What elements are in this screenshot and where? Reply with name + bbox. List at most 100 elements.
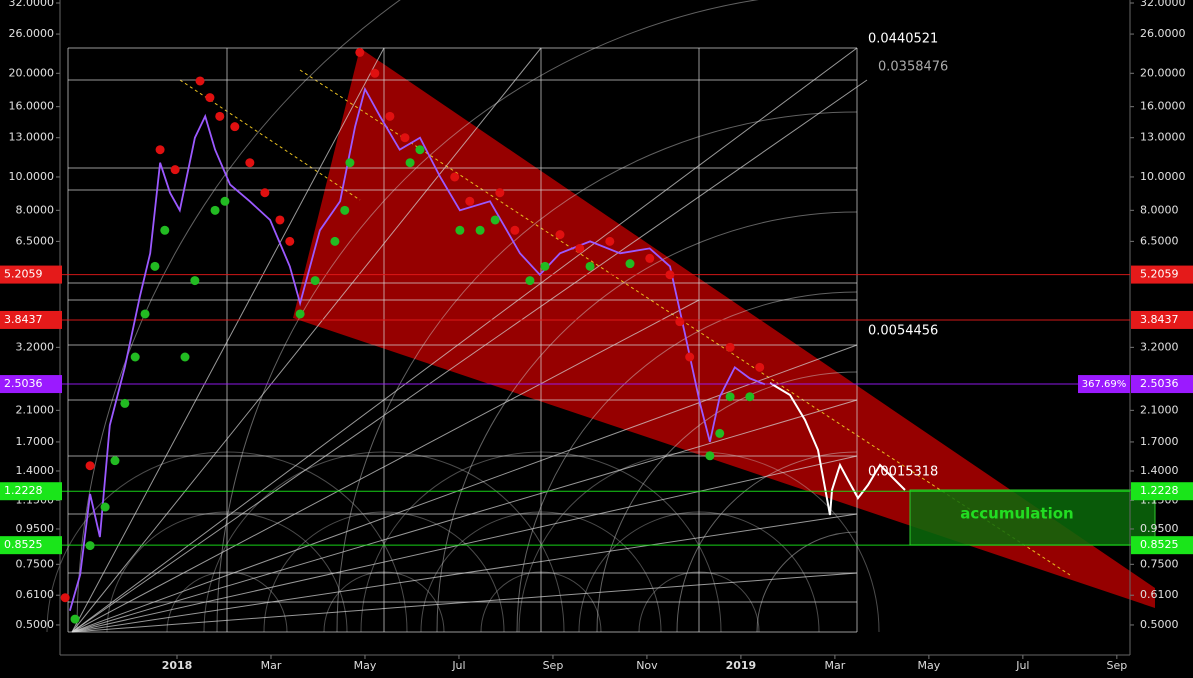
gann-arc (216, 0, 760, 633)
sar-dot (60, 593, 70, 603)
y-tick-label: 8.0000 (16, 203, 55, 216)
sar-dot (675, 317, 685, 327)
gann-arc (480, 571, 602, 633)
price-badge (0, 482, 62, 501)
fib-label: 0.0440521 (868, 32, 938, 47)
gann-grid (46, 0, 880, 633)
price-badge (0, 265, 62, 284)
sar-dot (85, 541, 95, 551)
gann-fan-line (71, 455, 858, 633)
gann-arc (638, 571, 760, 633)
gann-arc (516, 291, 858, 633)
y-tick-label: 8.0000 (1140, 203, 1179, 216)
y-tick-label: 2.1000 (1140, 403, 1179, 416)
percent-badge (1078, 375, 1130, 394)
sar-dot (455, 225, 465, 235)
y-tick-label: 1.7000 (16, 435, 55, 448)
price-badge (1131, 310, 1193, 329)
sar-dot (345, 158, 355, 168)
sar-dot (490, 215, 500, 225)
y-tick-label: 0.9500 (16, 522, 55, 535)
sar-dot (220, 196, 230, 206)
sar-dot (575, 243, 585, 253)
annotation: accumulation (960, 505, 1073, 523)
sar-dot (755, 362, 765, 372)
y-tick-label: 6.5000 (16, 234, 55, 247)
y-tick-label: 1.7000 (1140, 435, 1179, 448)
price-badge (0, 375, 62, 394)
y-tick-label: 13.0000 (9, 131, 55, 144)
price-badge-label: 1.2228 (4, 484, 43, 497)
price-badge-label: 1.2228 (1140, 484, 1179, 497)
sar-dot (745, 392, 755, 402)
gann-arc (263, 511, 505, 633)
y-tick-label: 26.0000 (1140, 27, 1186, 40)
x-tick-label: Mar (261, 659, 282, 672)
sar-dot (215, 111, 225, 121)
gann-arc (360, 451, 722, 633)
gann-arc (203, 451, 565, 633)
price-badge-label: 3.8437 (4, 313, 43, 326)
sar-dot (245, 158, 255, 168)
sar-dot (140, 309, 150, 319)
x-tick-label: Jul (451, 659, 465, 672)
sar-dot (130, 352, 140, 362)
y-tick-label: 16.0000 (1140, 100, 1186, 113)
y-tick-label: 0.5000 (1140, 618, 1179, 631)
sar-dot (525, 276, 535, 286)
sar-dot (725, 342, 735, 352)
y-tick-label: 32.0000 (1140, 0, 1186, 9)
gann-fan-line (71, 344, 858, 633)
gann-fan-line (71, 299, 700, 633)
sar-dot (495, 188, 505, 198)
gann-arc (166, 571, 288, 633)
sar-dot (205, 93, 215, 103)
x-tick-label: 2019 (726, 659, 757, 672)
sar-dot (340, 205, 350, 215)
gann-arc (323, 571, 445, 633)
gann-fan-line (71, 399, 858, 633)
sar-dot (705, 451, 715, 461)
y-tick-label: 0.9500 (1140, 522, 1179, 535)
fib-label: 0.0015318 (868, 465, 938, 480)
gann-fan-line (71, 47, 858, 633)
gann-arc (578, 511, 820, 633)
sar-dot (100, 502, 110, 512)
fib-label: 0.0358476 (878, 60, 948, 75)
sar-dot (155, 145, 165, 155)
sar-dot (285, 236, 295, 246)
sar-dot (725, 392, 735, 402)
gann-arc (676, 451, 858, 633)
price-badge-label: 2.5036 (4, 377, 43, 390)
y-tick-label: 0.7500 (16, 557, 55, 570)
x-tick-label: Jul (1015, 659, 1029, 672)
sar-dot (120, 398, 130, 408)
price-badge (1131, 265, 1193, 284)
sar-dot (450, 172, 460, 182)
sar-dot (210, 205, 220, 215)
sar-dot (310, 276, 320, 286)
gann-fan-line (71, 513, 858, 633)
sar-dot (540, 261, 550, 271)
accumulation-box (909, 489, 1156, 546)
x-tick-label: Mar (825, 659, 846, 672)
sar-dot (150, 261, 160, 271)
price-badge (1131, 375, 1193, 394)
price-line-series (69, 86, 766, 611)
y-tick-label: 13.0000 (1140, 131, 1186, 144)
y-tick-label: 26.0000 (9, 27, 55, 40)
y-tick-label: 20.0000 (1140, 66, 1186, 79)
y-tick-label: 6.5000 (1140, 234, 1179, 247)
sar-dot (195, 76, 205, 86)
price-badge-label: 0.8525 (1140, 538, 1179, 551)
gann-fan-line (71, 47, 542, 633)
sar-dot (385, 111, 395, 121)
gann-arc (596, 371, 858, 633)
price-badge-label: 3.8437 (1140, 313, 1179, 326)
sar-dot (715, 428, 725, 438)
gann-fan-line (71, 47, 385, 633)
gann-arc (420, 511, 662, 633)
price-badge-label: 5.2059 (4, 268, 43, 281)
sar-dot (180, 352, 190, 362)
